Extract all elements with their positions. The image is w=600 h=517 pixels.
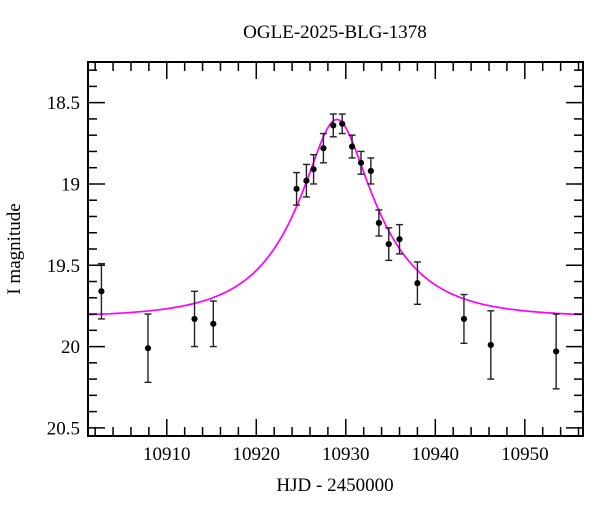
- data-point: [357, 159, 365, 166]
- data-point: [460, 315, 468, 323]
- y-axis-label: I magnitude: [4, 203, 25, 294]
- x-axis-label: HJD - 2450000: [276, 475, 393, 496]
- data-point: [385, 241, 392, 248]
- data-point: [396, 236, 403, 243]
- data-point: [191, 315, 198, 323]
- data-point: [310, 166, 317, 173]
- chart-title: OGLE-2025-BLG-1378: [243, 22, 427, 43]
- x-tick-label: 10920: [233, 444, 281, 465]
- data-point-layer: [98, 120, 560, 355]
- data-point: [320, 145, 327, 152]
- data-point: [553, 348, 560, 355]
- y-tick-label: 20: [61, 337, 80, 358]
- x-tick-label: 10930: [322, 444, 370, 465]
- x-tick-label: 10950: [501, 444, 549, 465]
- x-tick-label: 10910: [143, 444, 191, 465]
- y-tick-label: 18.5: [47, 93, 80, 114]
- data-point: [339, 120, 346, 127]
- plot-box: [87, 61, 584, 437]
- model-curve-layer: [87, 118, 583, 316]
- model-curve: [87, 118, 583, 316]
- data-point: [367, 167, 374, 175]
- y-tick-label: 20.5: [47, 418, 80, 439]
- axes-layer: 10910 10920 10930 10940 10950 18.5 19 19.5 20 20.…: [47, 61, 584, 465]
- data-point: [330, 122, 337, 129]
- y-tick-label: 19: [61, 174, 80, 195]
- data-point: [144, 345, 152, 352]
- data-point: [348, 143, 356, 150]
- data-point: [98, 288, 105, 295]
- x-tick-label: 10940: [412, 444, 460, 465]
- data-point: [375, 219, 383, 227]
- data-point: [210, 320, 217, 327]
- y-tick-label: 19.5: [47, 256, 80, 277]
- data-point: [487, 341, 494, 349]
- data-point: [293, 185, 300, 192]
- data-point: [414, 280, 421, 287]
- data-point: [303, 177, 310, 184]
